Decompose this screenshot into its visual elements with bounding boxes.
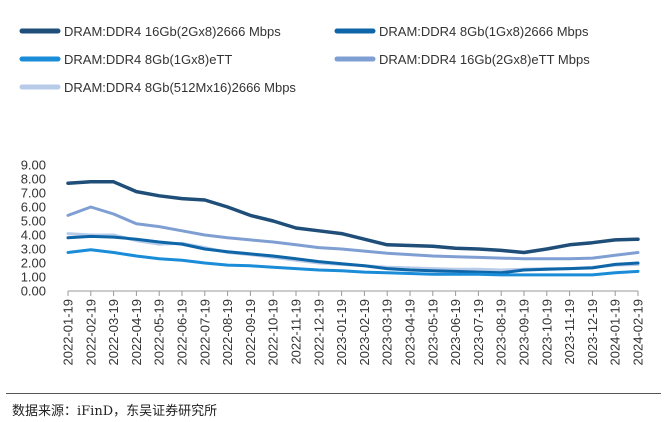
y-axis: 0.001.002.003.004.005.006.007.008.009.00 [21,158,46,299]
legend-label: DRAM:DDR4 8Gb(512Mx16)2666 Mbps [64,80,296,95]
x-tick-label: 2022-03-19 [106,299,121,366]
x-tick-label: 2024-01-19 [608,299,623,366]
y-tick-label: 3.00 [21,242,46,257]
x-tick-label: 2022-07-19 [197,299,212,366]
x-tick-label: 2022-10-19 [266,299,281,366]
x-tick-label: 2022-12-19 [311,299,326,366]
series-line-4 [66,205,640,261]
x-tick-label: 2023-07-19 [471,299,486,366]
x-tick-label: 2022-11-19 [289,299,304,365]
x-tick-label: 2023-10-19 [539,299,554,366]
y-tick-label: 0.00 [21,284,46,299]
y-tick-label: 9.00 [21,158,46,173]
line-chart: DRAM:DDR4 16Gb(2Gx8)2666 Mbps DRAM:DDR4 8… [19,24,646,366]
source-note: 数据来源：iFinD，东吴证券研究所 [12,404,218,419]
plot-area [66,180,640,277]
x-tick-label: 2023-06-19 [448,299,463,366]
y-tick-label: 4.00 [21,228,46,243]
x-tick-label: 2022-01-19 [61,299,76,366]
y-tick-label: 1.00 [21,270,46,285]
y-tick-label: 6.00 [21,200,46,215]
series-line-2 [66,234,640,275]
y-tick-label: 2.00 [21,256,46,271]
legend-label: DRAM:DDR4 16Gb(2Gx8)2666 Mbps [64,24,281,39]
x-tick-label: 2022-05-19 [152,299,167,366]
x-tick-label: 2023-03-19 [380,299,395,366]
x-tick-label: 2023-12-19 [585,299,600,366]
legend-label: DRAM:DDR4 8Gb(1Gx8)eTT [64,52,232,67]
y-tick-label: 8.00 [21,172,46,187]
x-tick-label: 2022-09-19 [243,299,258,366]
x-tick-label: 2023-05-19 [425,299,440,366]
x-tick-label: 2023-09-19 [517,299,532,366]
y-tick-label: 7.00 [21,186,46,201]
legend: DRAM:DDR4 16Gb(2Gx8)2666 Mbps DRAM:DDR4 8… [19,24,590,95]
series-line-3 [66,248,640,277]
x-tick-label: 2022-02-19 [83,299,98,366]
x-tick-label: 2022-04-19 [129,299,144,366]
x-tick-label: 2023-04-19 [403,299,418,366]
x-axis: 2022-01-19 2022-02-19 2022-03-19 2022-04-19… [61,290,646,366]
x-tick-label: 2023-02-19 [357,299,372,366]
x-tick-label: 2024-02-19 [631,299,646,366]
x-tick-label: 2023-01-19 [334,299,349,366]
x-tick-label: 2022-08-19 [220,299,235,366]
footer-divider [6,393,661,394]
x-tick-label: 2023-11-19 [562,299,577,365]
legend-label: DRAM:DDR4 16Gb(2Gx8)eTT Mbps [379,52,590,67]
legend-label: DRAM:DDR4 8Gb(1Gx8)2666 Mbps [379,24,589,39]
series-line-1 [66,180,640,255]
x-tick-label: 2023-08-19 [494,299,509,366]
y-tick-label: 5.00 [21,214,46,229]
x-tick-label: 2022-06-19 [175,299,190,366]
